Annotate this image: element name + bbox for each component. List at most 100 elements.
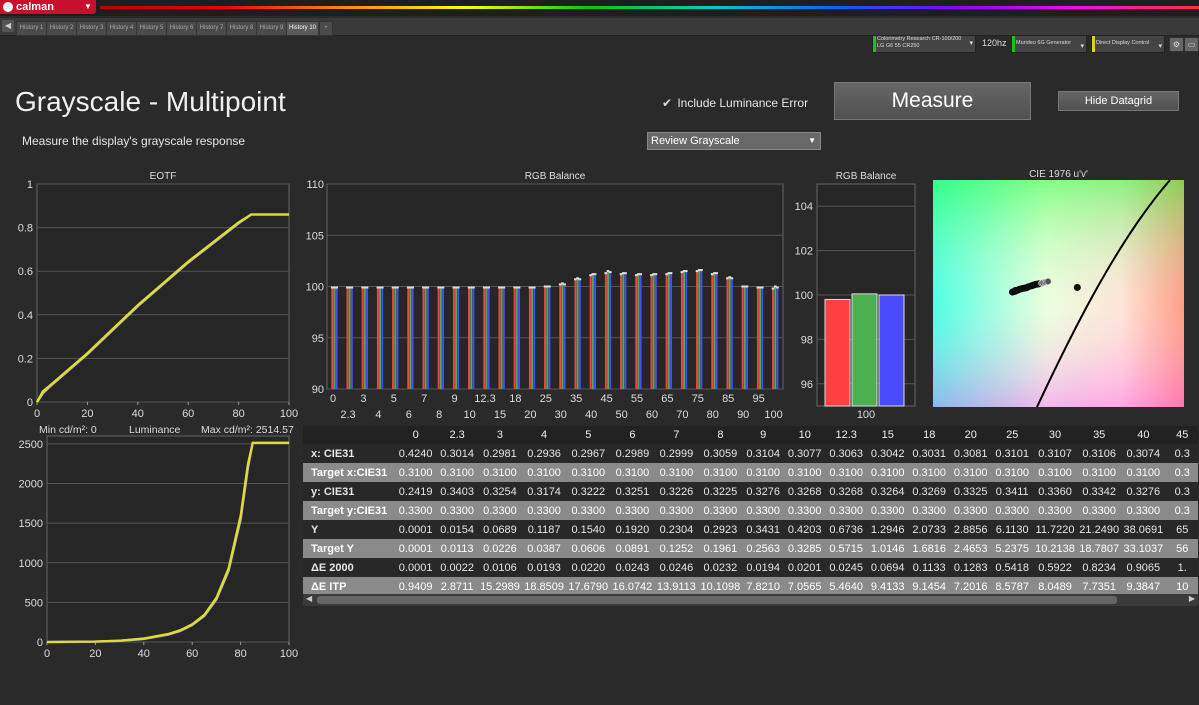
table-cell[interactable]: 0.0694 xyxy=(865,558,908,577)
table-cell[interactable]: 9.1454 xyxy=(907,577,949,596)
table-cell[interactable]: 0.3300 xyxy=(741,501,783,520)
table-cell[interactable]: 0.3268 xyxy=(824,482,866,501)
table-cell[interactable]: 7.7351 xyxy=(1076,577,1121,596)
table-cell[interactable]: 0.3100 xyxy=(990,463,1032,482)
table-cell[interactable]: 0.2419 xyxy=(393,482,436,501)
column-header[interactable]: 0 xyxy=(393,426,436,444)
table-cell[interactable]: 0.3300 xyxy=(476,501,522,520)
table-cell[interactable]: 0.0194 xyxy=(741,558,783,577)
column-header[interactable]: 15 xyxy=(865,426,908,444)
measure-button[interactable]: Measure xyxy=(834,82,1031,120)
table-cell[interactable]: 0.1187 xyxy=(521,520,566,539)
table-cell[interactable]: 21.2490 xyxy=(1076,520,1121,539)
table-cell[interactable]: 0.0606 xyxy=(565,539,610,558)
table-cell[interactable]: 0.2981 xyxy=(476,444,522,463)
table-cell[interactable]: 0.3074 xyxy=(1120,444,1165,463)
table-cell[interactable]: 0.0154 xyxy=(435,520,477,539)
column-header[interactable]: 35 xyxy=(1076,426,1121,444)
tab-scroll-left-icon[interactable]: ◀ xyxy=(2,20,14,32)
table-cell[interactable]: 0.3106 xyxy=(1076,444,1121,463)
table-cell[interactable]: 0.3251 xyxy=(609,482,654,501)
add-tab-icon[interactable]: + xyxy=(319,21,333,36)
table-cell[interactable]: 0.4240 xyxy=(393,444,436,463)
table-cell[interactable]: 0.3042 xyxy=(865,444,908,463)
table-cell[interactable]: 6.1130 xyxy=(990,520,1032,539)
table-cell[interactable]: 0.3100 xyxy=(907,463,949,482)
table-cell[interactable]: 0.9065 xyxy=(1120,558,1165,577)
table-cell[interactable]: 0.3100 xyxy=(565,463,610,482)
column-header[interactable]: 7 xyxy=(653,426,698,444)
table-cell[interactable]: 0.3300 xyxy=(393,501,436,520)
table-cell[interactable]: 0.5418 xyxy=(990,558,1032,577)
table-cell[interactable]: 0.3300 xyxy=(435,501,477,520)
table-cell[interactable]: 0.3300 xyxy=(782,501,825,520)
table-cell[interactable]: 0.3285 xyxy=(782,539,825,558)
table-cell[interactable]: 10.2138 xyxy=(1031,539,1077,558)
table-cell[interactable]: 0.0246 xyxy=(653,558,698,577)
table-cell[interactable]: 0.3264 xyxy=(865,482,908,501)
table-cell[interactable]: 65 xyxy=(1164,520,1198,539)
table-cell[interactable]: 5.2375 xyxy=(990,539,1032,558)
table-cell[interactable]: 0.3300 xyxy=(521,501,566,520)
table-cell[interactable]: 0.3300 xyxy=(1031,501,1077,520)
table-cell[interactable]: 0.1133 xyxy=(907,558,949,577)
include-luminance-error-checkbox[interactable]: ✔ Include Luminance Error xyxy=(662,96,808,110)
table-cell[interactable]: 0.3100 xyxy=(609,463,654,482)
table-cell[interactable]: 0.3254 xyxy=(476,482,522,501)
table-cell[interactable]: 0.3300 xyxy=(824,501,866,520)
table-cell[interactable]: 0.3300 xyxy=(653,501,698,520)
table-cell[interactable]: 0.0113 xyxy=(435,539,477,558)
table-cell[interactable]: 0.3100 xyxy=(476,463,522,482)
column-header[interactable]: 25 xyxy=(990,426,1032,444)
tab-history-8[interactable]: History 8 xyxy=(226,21,257,36)
table-cell[interactable]: 0.0243 xyxy=(609,558,654,577)
table-cell[interactable]: 0.3300 xyxy=(865,501,908,520)
scroll-right-icon[interactable]: ▶ xyxy=(1188,594,1195,603)
table-cell[interactable]: 0.9409 xyxy=(393,577,436,596)
tab-history-10[interactable]: History 10 xyxy=(286,21,319,36)
table-cell[interactable]: 0.0193 xyxy=(521,558,566,577)
table-cell[interactable]: 7.0565 xyxy=(782,577,825,596)
table-cell[interactable]: 18.7807 xyxy=(1076,539,1121,558)
table-cell[interactable]: 0.3 xyxy=(1164,501,1198,520)
table-cell[interactable]: 0.0891 xyxy=(609,539,654,558)
table-cell[interactable]: 0.3100 xyxy=(782,463,825,482)
table-cell[interactable]: 0.3100 xyxy=(435,463,477,482)
table-cell[interactable]: 0.3300 xyxy=(948,501,991,520)
column-header[interactable]: 9 xyxy=(741,426,783,444)
table-cell[interactable]: 0.1961 xyxy=(697,539,742,558)
scroll-left-icon[interactable]: ◀ xyxy=(306,594,313,603)
table-cell[interactable]: 7.2016 xyxy=(948,577,991,596)
tab-history-9[interactable]: History 9 xyxy=(256,21,287,36)
scrollbar-thumb[interactable] xyxy=(317,596,1117,604)
table-cell[interactable]: 0.1252 xyxy=(653,539,698,558)
table-cell[interactable]: 0.3226 xyxy=(653,482,698,501)
table-cell[interactable]: 0.3360 xyxy=(1031,482,1077,501)
table-cell[interactable]: 11.7220 xyxy=(1031,520,1077,539)
table-cell[interactable]: 0.0001 xyxy=(393,539,436,558)
table-cell[interactable]: 0.3225 xyxy=(697,482,742,501)
table-cell[interactable]: 0.2304 xyxy=(653,520,698,539)
table-cell[interactable]: 0.0689 xyxy=(476,520,522,539)
table-cell[interactable]: 0.1283 xyxy=(948,558,991,577)
table-cell[interactable]: 0.3342 xyxy=(1076,482,1121,501)
column-header[interactable]: 4 xyxy=(521,426,566,444)
table-cell[interactable]: 0.3100 xyxy=(824,463,866,482)
table-cell[interactable]: 0.3104 xyxy=(741,444,783,463)
tab-history-4[interactable]: History 4 xyxy=(106,21,137,36)
table-cell[interactable]: 2.0733 xyxy=(907,520,949,539)
table-cell[interactable]: 0.0387 xyxy=(521,539,566,558)
table-cell[interactable]: 0.3100 xyxy=(741,463,783,482)
table-cell[interactable]: 0.3 xyxy=(1164,482,1198,501)
table-cell[interactable]: 0.2923 xyxy=(697,520,742,539)
column-header[interactable]: 10 xyxy=(782,426,825,444)
table-cell[interactable]: 0.2967 xyxy=(565,444,610,463)
table-cell[interactable]: 0.3059 xyxy=(697,444,742,463)
table-cell[interactable]: 38.0691 xyxy=(1120,520,1165,539)
table-cell[interactable]: 0.0245 xyxy=(824,558,866,577)
table-cell[interactable]: 7.8210 xyxy=(741,577,783,596)
table-cell[interactable]: 0.3300 xyxy=(565,501,610,520)
table-cell[interactable]: 0.0001 xyxy=(393,520,436,539)
table-cell[interactable]: 0.3081 xyxy=(948,444,991,463)
table-cell[interactable]: 0.5715 xyxy=(824,539,866,558)
